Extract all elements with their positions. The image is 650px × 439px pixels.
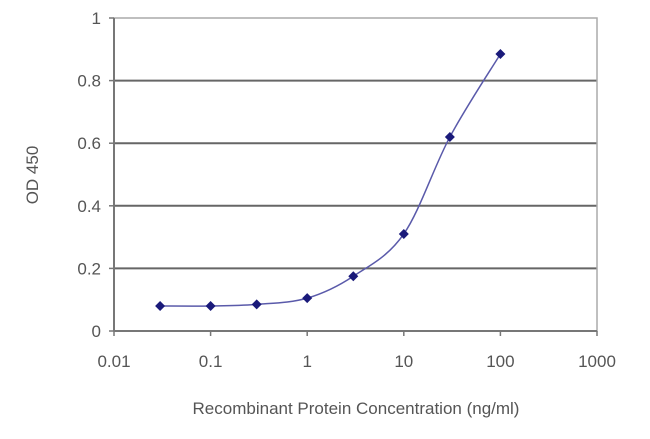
plot-border xyxy=(113,17,598,332)
y-tick-label: 0.2 xyxy=(77,259,101,278)
y-tick-label: 0 xyxy=(92,322,101,341)
data-point xyxy=(444,131,455,142)
y-tick-label: 0.8 xyxy=(77,72,101,91)
x-tick-label: 0.01 xyxy=(97,352,130,371)
data-point xyxy=(348,271,359,282)
data-point xyxy=(205,300,216,311)
x-tick-label: 1000 xyxy=(578,352,616,371)
y-tick-label: 0.6 xyxy=(77,134,101,153)
y-tick-label: 0.4 xyxy=(77,197,101,216)
y-tick-label: 1 xyxy=(92,9,101,28)
data-point xyxy=(155,300,166,311)
x-tick-label: 100 xyxy=(486,352,514,371)
y-axis-label: OD 450 xyxy=(23,146,42,205)
x-tick-label: 10 xyxy=(394,352,413,371)
data-point xyxy=(495,48,506,59)
data-point xyxy=(398,228,409,239)
data-point xyxy=(302,293,313,304)
x-tick-label: 1 xyxy=(302,352,311,371)
x-axis-label: Recombinant Protein Concentration (ng/ml… xyxy=(193,399,520,418)
data-point xyxy=(251,299,262,310)
x-tick-label: 0.1 xyxy=(199,352,223,371)
